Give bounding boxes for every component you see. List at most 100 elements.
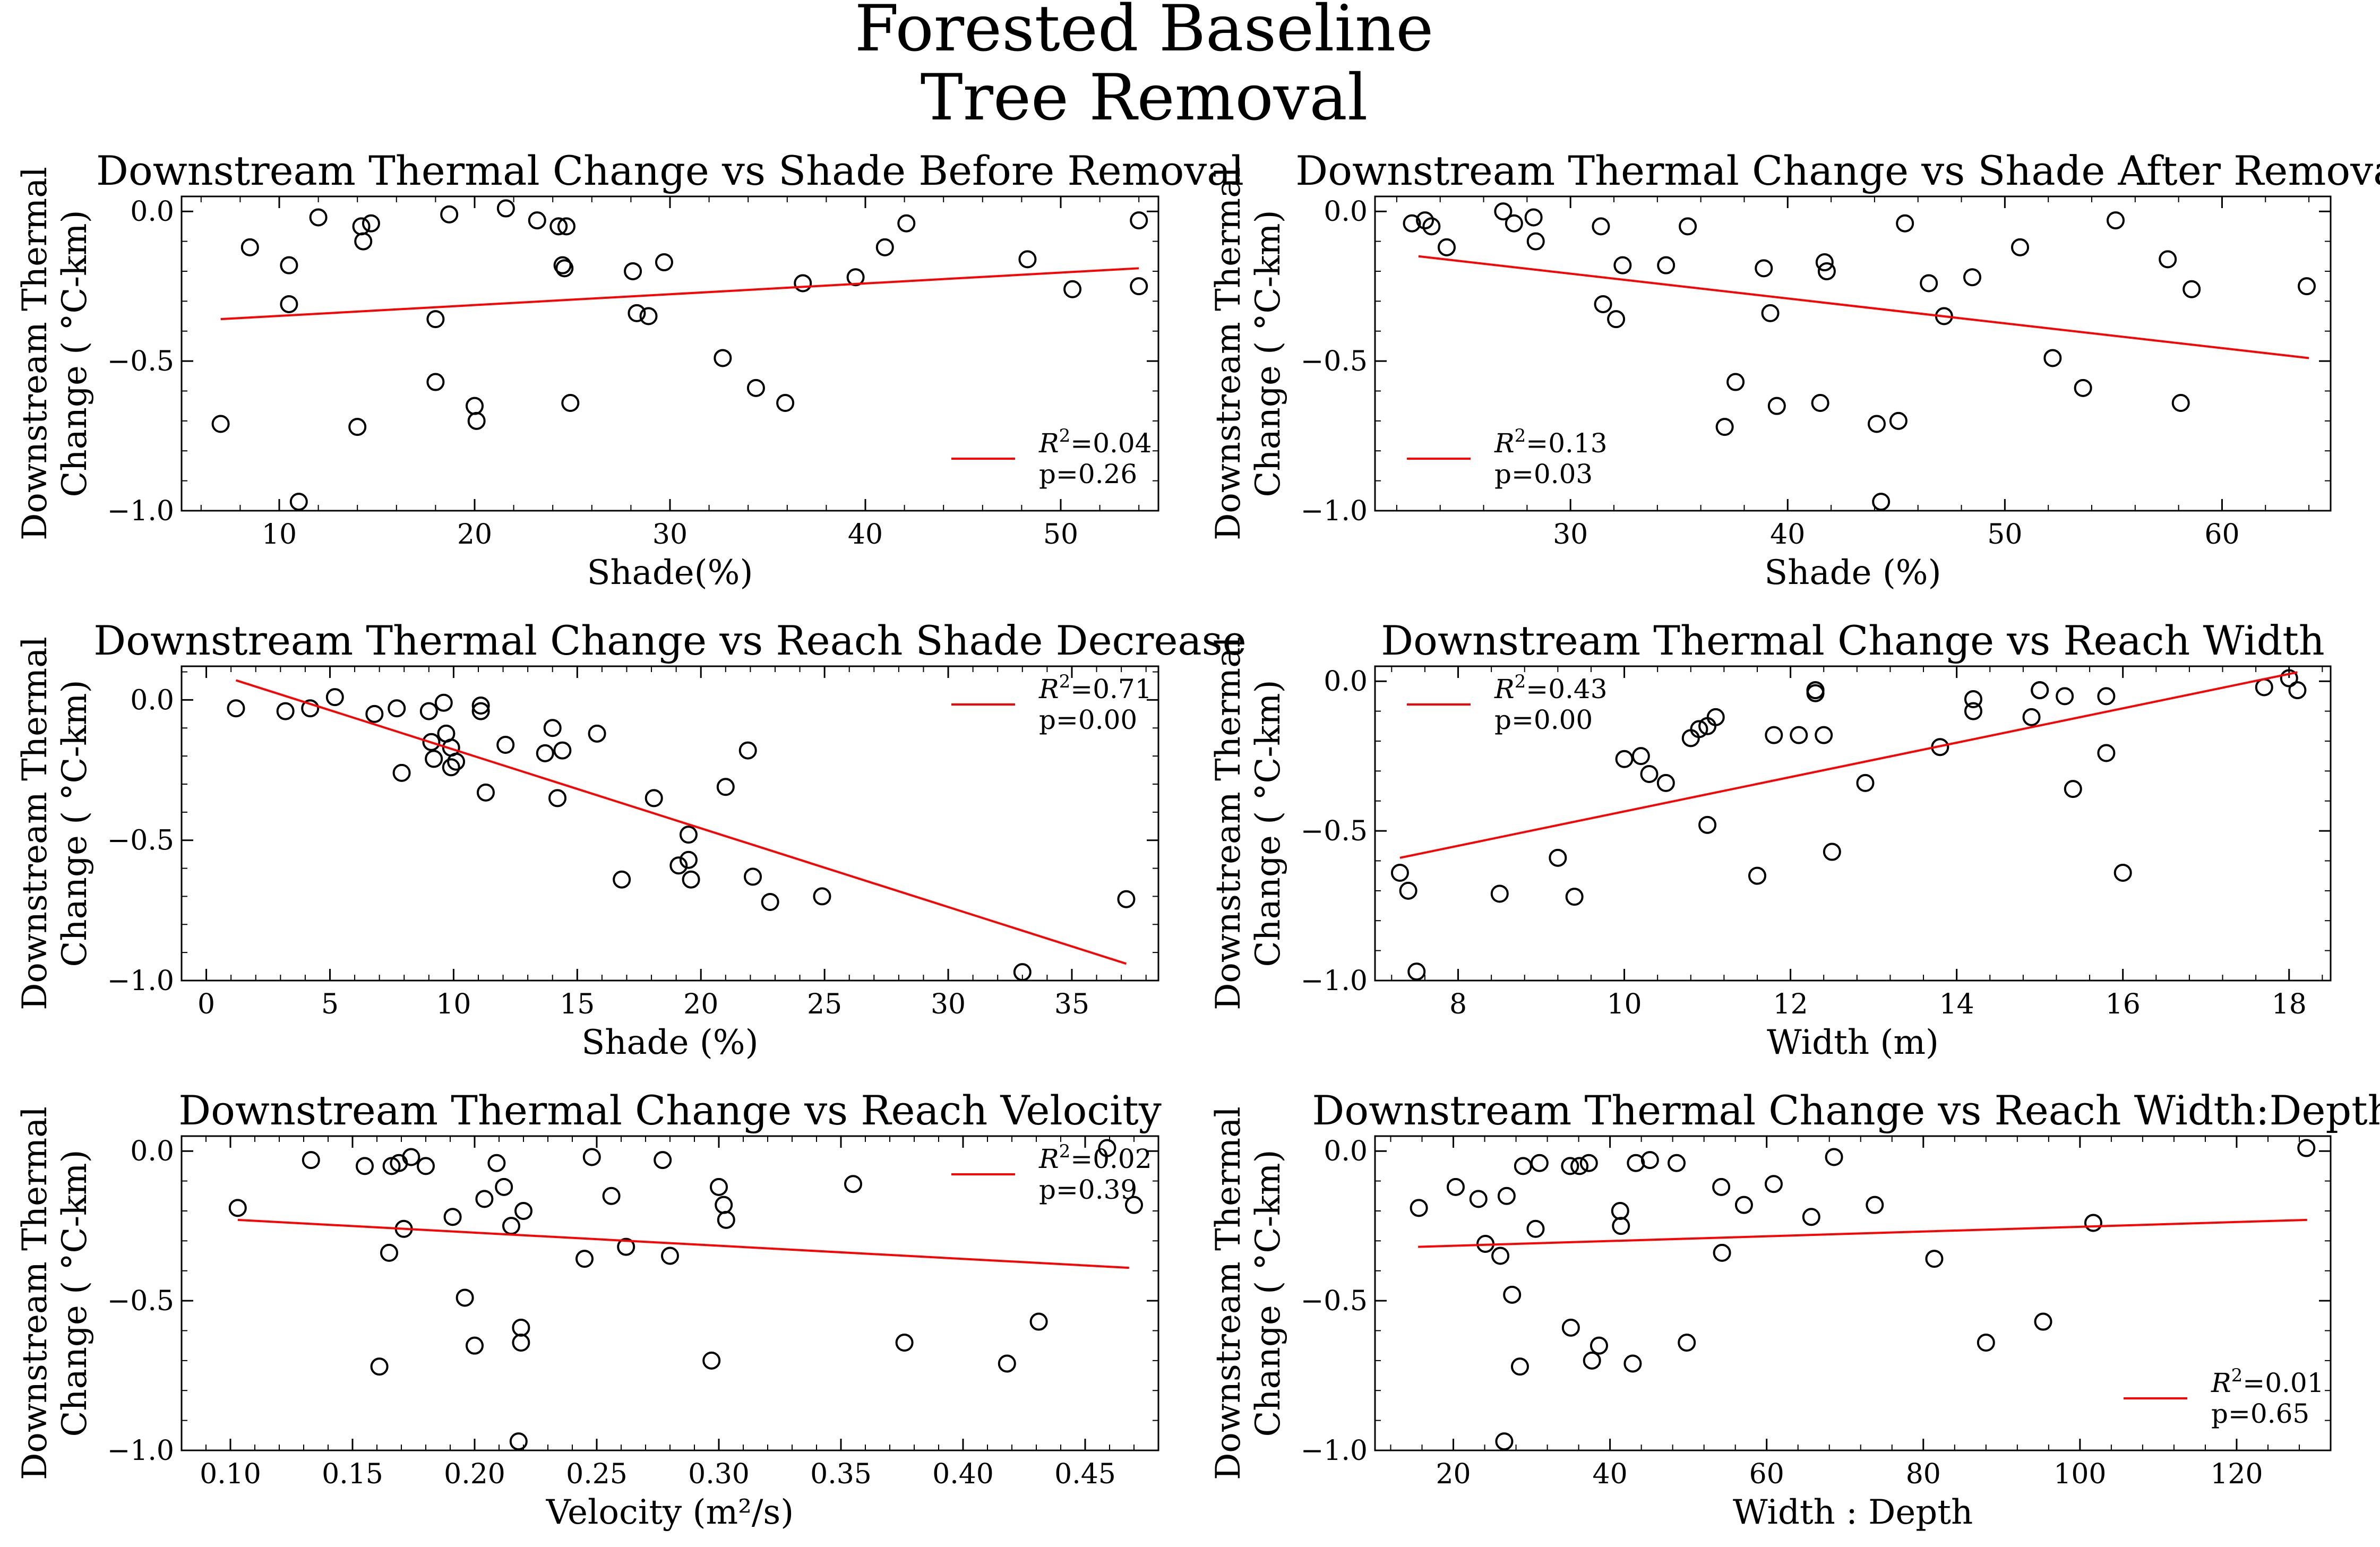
data-point	[2280, 669, 2298, 687]
data-point	[669, 856, 688, 875]
data-point	[1561, 1318, 1580, 1337]
data-point	[443, 1208, 462, 1226]
data-point	[1497, 1187, 1516, 1205]
y-axis-label-line-2: Change ( °C-km)	[1249, 1149, 1288, 1437]
data-point	[1612, 1217, 1630, 1235]
subplot-5: Downstream Thermal Change vs Reach Veloc…	[15, 1087, 1162, 1532]
data-point	[1964, 702, 1982, 720]
legend-p: p=0.26	[1039, 459, 1137, 489]
data-point	[561, 394, 580, 412]
x-tick-label: 0.15	[322, 1458, 383, 1490]
data-point	[419, 702, 438, 720]
y-axis-label: Downstream Thermal	[15, 1106, 55, 1480]
data-point	[1403, 214, 1421, 233]
data-point	[1583, 1351, 1601, 1370]
data-point	[714, 349, 732, 367]
data-point	[2043, 349, 2062, 367]
y-tick-label: −1.0	[1301, 1435, 1368, 1467]
data-point	[365, 704, 384, 723]
data-point	[1407, 962, 1426, 981]
data-point	[1866, 1196, 1884, 1214]
data-point	[1748, 866, 1766, 885]
data-point	[1510, 1357, 1529, 1376]
data-point	[302, 1151, 320, 1170]
data-point	[1611, 1201, 1629, 1220]
data-point	[543, 719, 562, 737]
data-point	[553, 256, 572, 274]
x-axis-label: Shade(%)	[587, 553, 753, 592]
data-point	[2298, 277, 2316, 296]
data-point	[422, 733, 441, 751]
x-tick-label: 50	[1043, 519, 1078, 551]
data-point	[1130, 277, 1148, 296]
plot-frame	[181, 665, 1159, 982]
legend: R2=0.02p=0.39	[951, 1141, 1152, 1205]
legend-p: p=0.00	[1494, 704, 1593, 735]
data-point	[434, 693, 453, 712]
data-point	[467, 411, 486, 430]
data-point	[496, 736, 515, 754]
x-tick-label: 10	[262, 519, 297, 551]
data-point	[1570, 1157, 1589, 1175]
data-point	[1715, 418, 1734, 436]
data-point	[1963, 268, 1981, 287]
data-point	[1399, 881, 1417, 900]
data-point	[426, 373, 445, 391]
subplot-6: Downstream Thermal Change vs Reach Width…	[1209, 1087, 2380, 1532]
legend-r2: R2=0.02	[1038, 1141, 1152, 1174]
x-tick-label: 15	[560, 989, 595, 1020]
regression-line	[237, 1218, 1129, 1269]
x-tick-label: 60	[1749, 1458, 1784, 1490]
data-point	[447, 752, 466, 771]
data-point	[2255, 678, 2273, 697]
data-point	[2107, 211, 2125, 230]
data-point	[1640, 1151, 1659, 1170]
data-point	[528, 211, 546, 230]
data-point	[1013, 963, 1032, 982]
data-point	[2297, 1139, 2316, 1157]
data-point	[2097, 744, 2116, 762]
data-point	[1505, 214, 1523, 233]
data-point	[813, 887, 831, 906]
data-point	[1713, 1243, 1731, 1262]
data-point	[1613, 256, 1632, 274]
subplot-grid: Downstream Thermal Change vs Shade Befor…	[15, 147, 2380, 1532]
legend-r2: R2=0.71	[1038, 671, 1152, 704]
data-point	[2113, 864, 2132, 882]
data-point	[289, 493, 308, 511]
data-point	[1764, 1175, 1783, 1193]
x-tick-label: 8	[1449, 989, 1467, 1020]
data-point	[1761, 304, 1780, 322]
data-point	[352, 217, 371, 236]
data-point	[466, 1336, 484, 1355]
y-axis-label-line-2: Change ( °C-km)	[55, 210, 94, 497]
legend-p: p=0.00	[1039, 704, 1137, 735]
data-point	[1678, 1334, 1696, 1352]
data-point	[1494, 202, 1513, 221]
data-point	[746, 379, 765, 397]
legend-r2: R2=0.13	[1494, 425, 1608, 459]
data-point	[536, 744, 554, 762]
data-point	[1706, 708, 1725, 726]
data-point	[509, 1432, 528, 1451]
data-point	[228, 1199, 247, 1217]
subplot-4: Downstream Thermal Change vs Reach Width…	[1209, 617, 2332, 1062]
legend: R2=0.04p=0.26	[951, 425, 1152, 489]
x-tick-label: 40	[1770, 519, 1805, 551]
data-point	[495, 1178, 513, 1196]
x-tick-label: 0.45	[1054, 1458, 1116, 1490]
subplot-title: Downstream Thermal Change vs Shade Befor…	[96, 147, 1244, 194]
x-tick-label: 0.40	[932, 1458, 994, 1490]
data-point	[1063, 280, 1082, 298]
data-point	[1896, 214, 1914, 233]
regression-line	[1418, 1218, 2307, 1248]
data-point	[1964, 690, 1982, 709]
data-point	[844, 1175, 862, 1193]
data-point	[240, 238, 259, 256]
data-point	[1817, 262, 1836, 280]
data-point	[2034, 1312, 2052, 1331]
subplot-2: Downstream Thermal Change vs Shade After…	[1209, 147, 2380, 592]
data-point	[1889, 411, 1908, 430]
data-point	[370, 1357, 389, 1376]
